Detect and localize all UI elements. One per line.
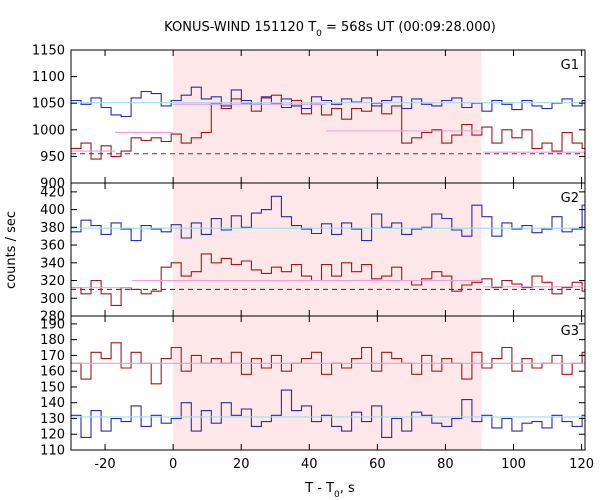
panel-g1-y-tick-label: 1150 — [32, 44, 65, 59]
panel-g3-label: G3 — [561, 324, 579, 339]
panel-g3-y-tick-label: 180 — [40, 333, 65, 348]
panel-g1-series-1-step-line — [71, 94, 585, 160]
panel-g2-y-tick-label: 340 — [40, 256, 65, 271]
panel-g1-y-tick-label: 950 — [40, 150, 65, 165]
panel-g3-shaded-region — [173, 316, 482, 450]
panel-g1-y-tick-label: 1050 — [32, 97, 65, 112]
series-layer — [71, 86, 585, 438]
x-tick-label: -20 — [94, 457, 115, 472]
panel-g2-y-tick-label: 300 — [40, 292, 65, 307]
panel-g3-y-tick-label: 190 — [40, 317, 65, 332]
panel-g2-series-0-step-line — [71, 195, 585, 242]
panel-g3-series-1-step-line — [71, 342, 585, 385]
panel-g1-y-tick-label: 1000 — [32, 123, 65, 138]
panel-g2-shaded-region — [173, 183, 482, 316]
x-tick-label: 120 — [569, 457, 594, 472]
x-tick-label: 100 — [501, 457, 526, 472]
chart-title-rest: = 568s UT (00:09:28.000) — [322, 20, 496, 35]
x-axis-label: T - T0, s — [304, 481, 355, 500]
panel-g2-y-tick-label: 360 — [40, 239, 65, 254]
y-axis-label: counts / sec — [4, 211, 19, 289]
x-axis-label-main: T - T — [304, 481, 334, 496]
panel-g3-y-tick-label: 120 — [40, 428, 65, 443]
chart-title: KONUS-WIND 151120 T0 = 568s UT (00:09:28… — [164, 20, 496, 39]
tick-label-layer: 9009501000105011001150G12803003203403603… — [32, 44, 594, 473]
x-axis-label-subscript: 0 — [334, 490, 340, 500]
x-tick-label: 40 — [301, 457, 318, 472]
panel-g3-frame — [70, 315, 586, 451]
x-tick-label: 0 — [169, 457, 177, 472]
x-tick-label: 60 — [369, 457, 386, 472]
panel-g2-series-1-step-line — [71, 253, 585, 306]
chart-title-subscript: 0 — [316, 29, 322, 39]
panel-g2-y-tick-label: 420 — [40, 185, 65, 200]
x-tick-label: 80 — [437, 457, 454, 472]
shaded-interval-layer — [173, 50, 482, 450]
panel-g1-y-tick-label: 1100 — [32, 70, 65, 85]
panel-g2-y-tick-label: 280 — [40, 310, 65, 325]
panel-g1-y-tick-label: 900 — [40, 177, 65, 192]
panel-g2-y-tick-label: 400 — [40, 203, 65, 218]
panel-g2-y-tick-label: 320 — [40, 274, 65, 289]
axes-frame-layer — [70, 49, 586, 451]
x-tick-label: 20 — [233, 457, 250, 472]
chart-title-main: KONUS-WIND 151120 T — [164, 20, 316, 35]
panel-g1-shaded-region — [173, 50, 482, 183]
x-axis-label-rest: , s — [340, 481, 355, 496]
panel-g3-y-tick-label: 110 — [40, 444, 65, 459]
panel-g2-y-tick-label: 380 — [40, 221, 65, 236]
panel-g2-label: G2 — [561, 191, 579, 206]
panel-g3-y-tick-label: 140 — [40, 396, 65, 411]
panel-g3-y-tick-label: 170 — [40, 349, 65, 364]
panel-g3-y-tick-label: 130 — [40, 412, 65, 427]
panel-g3-y-tick-label: 150 — [40, 380, 65, 395]
panel-g1-label: G1 — [561, 58, 579, 73]
panel-g3-y-tick-label: 160 — [40, 365, 65, 380]
